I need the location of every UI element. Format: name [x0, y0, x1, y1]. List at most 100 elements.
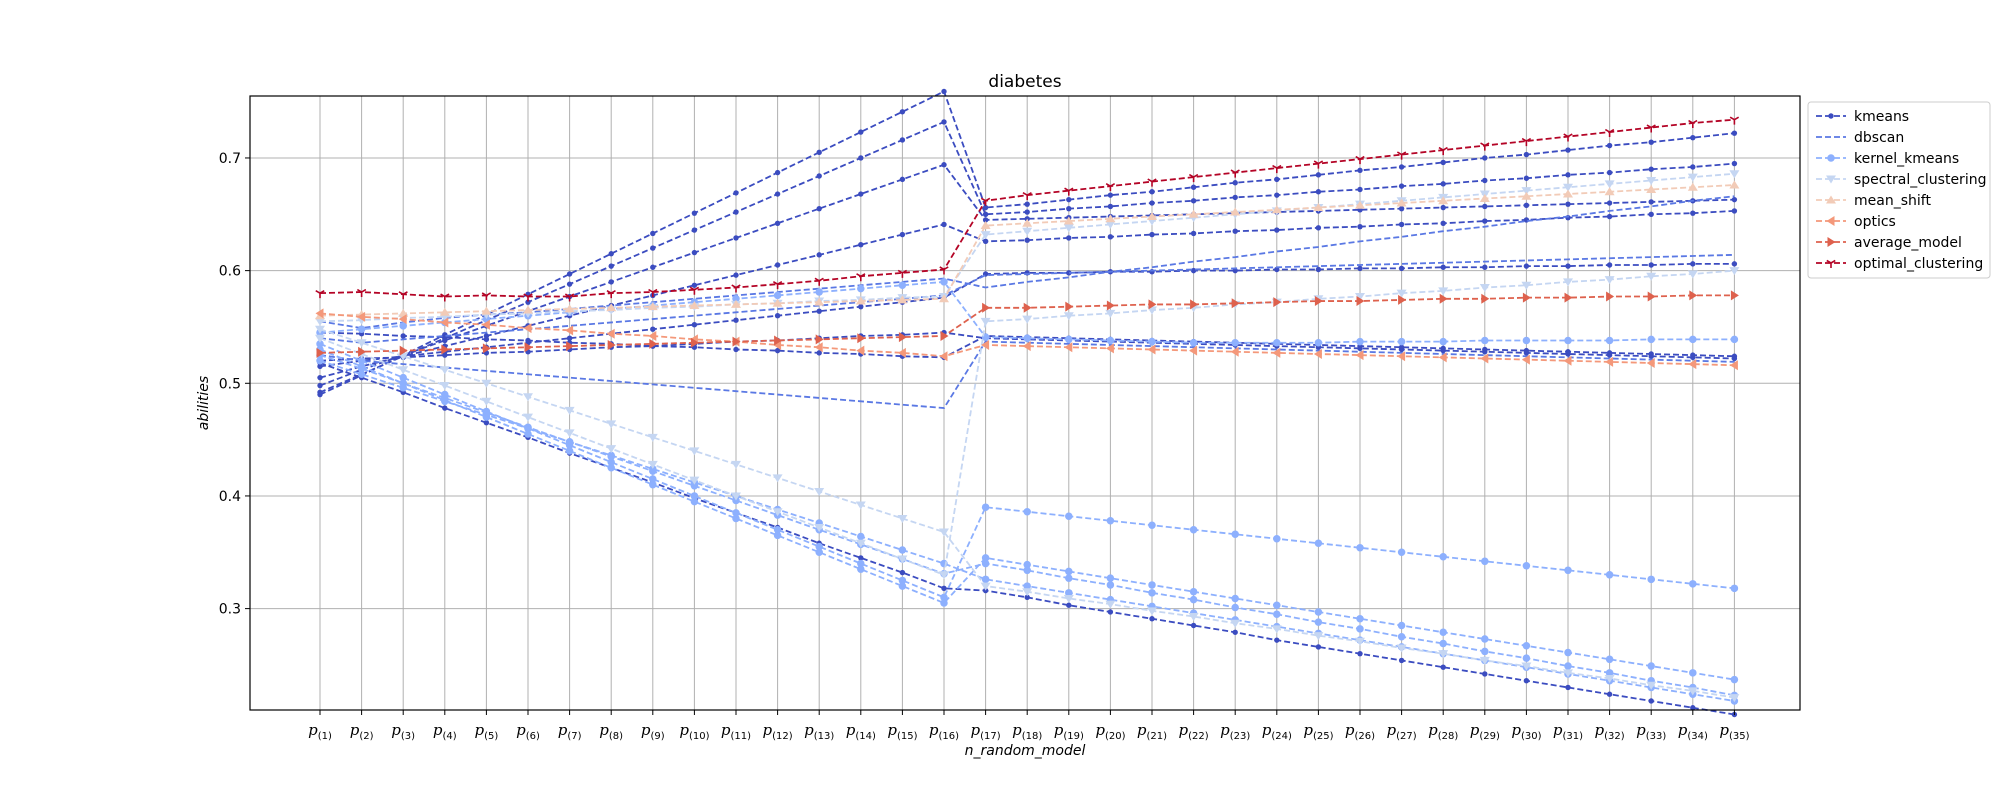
data-point — [1605, 571, 1614, 579]
data-point — [1648, 211, 1654, 217]
data-point — [980, 317, 991, 326]
x-tick-label: p(26) — [1345, 721, 1375, 742]
data-point — [941, 585, 947, 592]
data-point — [1688, 119, 1698, 129]
y-tick-label: 0.7 — [219, 151, 241, 167]
data-point — [691, 322, 698, 328]
data-point — [1480, 142, 1490, 151]
data-point — [1149, 231, 1155, 238]
data-point — [939, 571, 949, 580]
data-point — [399, 322, 407, 330]
data-point — [1647, 575, 1655, 584]
data-point — [607, 339, 616, 350]
data-point — [1523, 217, 1530, 223]
data-point — [858, 303, 864, 310]
data-point — [1606, 200, 1613, 206]
plot-frame — [249, 95, 1801, 711]
x-tick-label: p(13) — [804, 721, 834, 742]
data-point — [980, 231, 991, 240]
x-tick-label: p(9) — [641, 721, 665, 742]
data-point — [1606, 350, 1613, 356]
data-point — [647, 302, 658, 311]
data-point — [1355, 155, 1365, 165]
x-tick-label: p(28) — [1428, 721, 1458, 742]
data-point — [981, 554, 990, 562]
data-point — [1689, 580, 1697, 588]
series-11 — [319, 340, 1735, 410]
data-point — [439, 382, 450, 391]
series-21 — [315, 308, 1738, 371]
data-point — [774, 169, 781, 176]
data-point — [1232, 194, 1238, 201]
data-point — [483, 336, 490, 343]
data-point — [1398, 657, 1405, 664]
series-group — [315, 88, 1740, 718]
legend-label: average_model — [1854, 235, 1962, 251]
series-22 — [316, 290, 1739, 358]
data-point — [648, 330, 657, 341]
data-point — [1105, 214, 1116, 223]
x-tick-label: p(24) — [1262, 721, 1292, 742]
data-point — [1564, 566, 1572, 575]
data-point — [524, 424, 532, 433]
data-point — [357, 357, 366, 365]
data-point — [608, 279, 614, 285]
x-tick-label: p(8) — [599, 721, 623, 742]
data-point — [689, 301, 700, 310]
data-point — [1731, 130, 1738, 136]
data-point — [1565, 201, 1571, 207]
data-point — [1521, 187, 1532, 196]
data-point — [1729, 170, 1740, 179]
series-16 — [316, 278, 1739, 347]
data-point — [1482, 155, 1488, 161]
data-point — [690, 497, 699, 506]
data-point — [1397, 548, 1406, 557]
data-point — [1398, 164, 1405, 170]
data-point — [691, 210, 698, 216]
legend-item: optimal_clustering — [1816, 256, 1983, 272]
data-point — [815, 548, 823, 557]
data-point — [691, 282, 698, 288]
data-point — [1023, 566, 1031, 575]
data-point — [1066, 602, 1072, 608]
data-point — [899, 137, 906, 143]
x-tick-label: p(31) — [1553, 721, 1583, 742]
data-point — [1398, 265, 1405, 272]
data-point — [481, 397, 492, 406]
series-line — [319, 354, 1735, 697]
data-point — [772, 298, 783, 307]
data-point — [1647, 335, 1655, 344]
data-point — [815, 334, 824, 345]
data-point — [899, 109, 906, 115]
data-point — [1105, 182, 1116, 192]
x-tick-label: p(19) — [1054, 721, 1084, 742]
data-point — [1315, 644, 1322, 650]
data-point — [1273, 610, 1281, 618]
data-point — [1605, 669, 1614, 677]
data-point — [1690, 134, 1696, 141]
data-point — [939, 351, 948, 362]
data-point — [1523, 347, 1530, 354]
data-point — [814, 487, 825, 496]
x-tick-label: p(6) — [516, 721, 540, 742]
data-point — [1066, 235, 1072, 241]
data-point — [1440, 220, 1446, 227]
data-point — [1690, 261, 1696, 267]
data-point — [733, 209, 739, 215]
data-point — [814, 277, 824, 286]
data-point — [1231, 530, 1239, 538]
data-point — [1024, 594, 1030, 601]
data-point — [441, 397, 449, 406]
data-point — [647, 433, 658, 442]
data-point — [525, 337, 531, 344]
data-point — [481, 292, 492, 301]
data-point — [1730, 290, 1739, 301]
data-point — [1482, 203, 1488, 210]
data-point — [1189, 587, 1198, 596]
data-point — [606, 420, 617, 429]
data-point — [1440, 204, 1446, 211]
data-point — [816, 350, 822, 356]
data-point — [1314, 539, 1323, 548]
data-point — [1147, 607, 1157, 616]
